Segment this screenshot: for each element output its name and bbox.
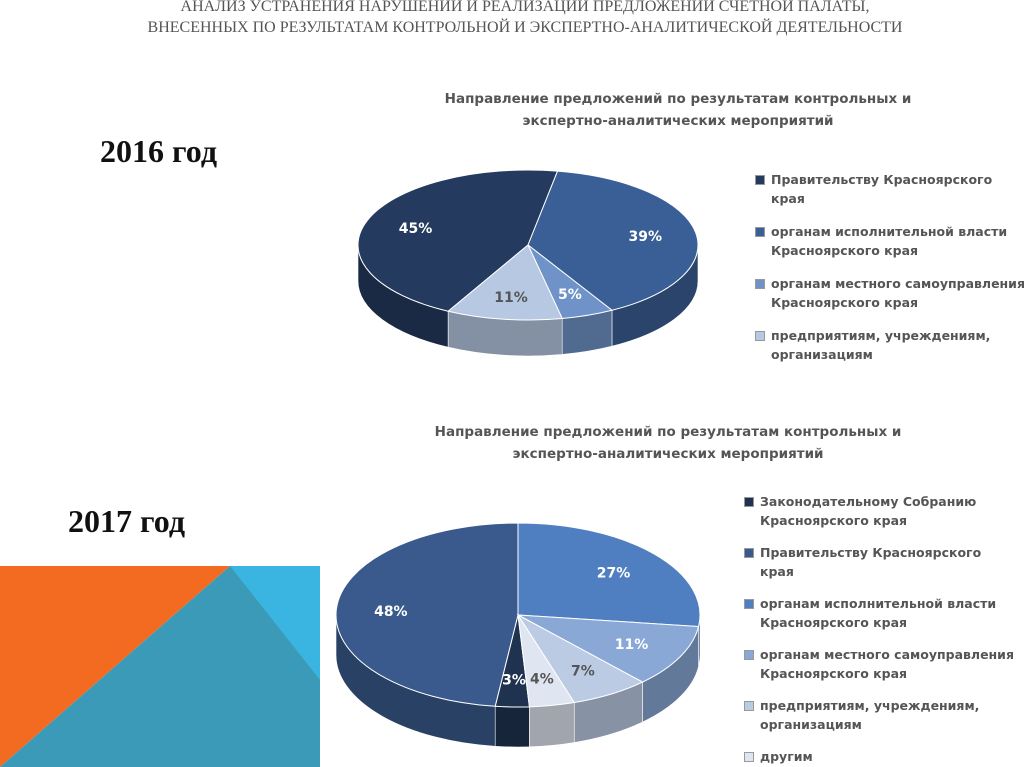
data-label: 5% bbox=[558, 287, 582, 303]
legend-swatch bbox=[744, 497, 754, 507]
legend-swatch bbox=[755, 175, 765, 185]
data-label: 48% bbox=[374, 604, 408, 620]
legend-item: предприятиям, учреждениям, организациям bbox=[755, 326, 1024, 364]
pie-slice bbox=[517, 614, 576, 708]
legend-swatch bbox=[755, 279, 765, 289]
data-label: 4% bbox=[530, 671, 554, 687]
legend-item: предприятиям, учреждениям, организациям bbox=[744, 696, 1015, 734]
year-label: 2016 год bbox=[100, 133, 217, 169]
slide-title: АНАЛИЗ УСТРАНЕНИЯ НАРУШЕНИЙ И РЕАЛИЗАЦИИ… bbox=[147, 0, 903, 36]
legend-swatch bbox=[744, 548, 754, 558]
legend-item: Правительству Красноярского края bbox=[755, 170, 1024, 208]
pie-side bbox=[494, 705, 530, 748]
data-label: 39% bbox=[629, 229, 663, 245]
pie-slice bbox=[357, 169, 559, 312]
data-label: 11% bbox=[615, 637, 649, 653]
legend-swatch bbox=[744, 701, 754, 711]
legend-item: другим bbox=[744, 747, 1015, 766]
year-label: 2017 год bbox=[68, 503, 185, 539]
legend-swatch bbox=[744, 650, 754, 660]
pie-slice bbox=[335, 522, 519, 707]
data-label: 11% bbox=[494, 290, 528, 306]
legend-item: органам исполнительной власти Красноярск… bbox=[744, 594, 1015, 632]
data-label: 27% bbox=[597, 565, 631, 581]
legend-item: Законодательному Собранию Красноярского … bbox=[744, 492, 1015, 530]
pie-side bbox=[529, 702, 575, 748]
legend-swatch bbox=[744, 599, 754, 609]
legend-item: Правительству Красноярского края bbox=[744, 543, 1015, 581]
decor bbox=[0, 566, 320, 767]
pie-slice bbox=[527, 170, 699, 311]
pie-slice bbox=[517, 522, 701, 628]
legend-swatch bbox=[755, 227, 765, 237]
data-label: 45% bbox=[399, 221, 433, 237]
legend-swatch bbox=[744, 752, 754, 762]
pie-slice bbox=[447, 244, 563, 321]
decor bbox=[230, 566, 320, 680]
legend-swatch bbox=[755, 331, 765, 341]
data-label: 3% bbox=[502, 672, 526, 688]
pie-slice bbox=[517, 614, 700, 683]
legend-item: органам местного самоуправления Краснояр… bbox=[755, 274, 1024, 312]
legend-item: органам исполнительной власти Красноярск… bbox=[755, 222, 1024, 260]
data-label: 7% bbox=[571, 663, 595, 679]
chart-title: Направление предложений по результатам к… bbox=[434, 424, 902, 462]
legend-item: органам местного самоуправления Краснояр… bbox=[744, 645, 1015, 683]
chart-title: Направление предложений по результатам к… bbox=[444, 91, 912, 129]
